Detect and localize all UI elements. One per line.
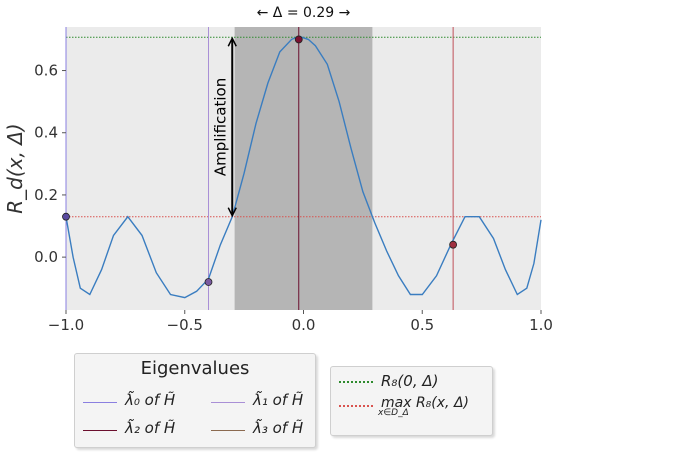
x-tick-label-0: −1.0 bbox=[48, 316, 84, 330]
legend-label-lambda3: λ̃₃ of H̃ bbox=[253, 419, 304, 437]
y-tick-label-0: 0.0 bbox=[34, 248, 58, 266]
y-tick-label-1: 0.2 bbox=[34, 186, 58, 204]
amplification-label: Amplification bbox=[211, 78, 229, 176]
legend-label-max-r8-top: max R₈(x, Δ) bbox=[381, 395, 469, 411]
legend-label-max-r8-bottom: x∈D_Δ bbox=[378, 408, 409, 418]
legend-label-lambda1: λ̃₁ of H̃ bbox=[253, 391, 304, 409]
delta-shaded-region bbox=[234, 27, 373, 310]
y-axis-label: R_d(x, Δ) bbox=[3, 123, 27, 213]
y-tick-label-3: 0.6 bbox=[34, 62, 58, 80]
legend-line-max-r8 bbox=[339, 405, 373, 407]
eigenvalues-legend: Eigenvalues λ̃₀ of H̃ λ̃₁ of H̃ λ̃₂ of H… bbox=[74, 353, 316, 448]
chart-title: ← Δ = 0.29 → bbox=[257, 5, 351, 21]
legend-line-lambda2 bbox=[83, 430, 117, 431]
legend-label-max-r8: max R₈(x, Δ) x∈D_Δ bbox=[378, 395, 469, 418]
legend-label-lambda0: λ̃₀ of H̃ bbox=[125, 391, 176, 409]
amplification-arrowhead-top bbox=[227, 36, 237, 47]
x-tick-label-1: −0.5 bbox=[167, 316, 203, 330]
series-line bbox=[65, 35, 542, 299]
legend-line-lambda0 bbox=[83, 402, 117, 403]
x-tick-label-3: 0.5 bbox=[410, 316, 434, 330]
legend-title: Eigenvalues bbox=[140, 358, 250, 379]
legend-line-lambda3 bbox=[211, 430, 245, 431]
legend-line-lambda1 bbox=[211, 402, 245, 403]
y-tick-label-2: 0.4 bbox=[34, 124, 58, 142]
eigenvalue-marker-3 bbox=[449, 240, 458, 249]
eigenvalue-marker-2 bbox=[294, 35, 303, 44]
legend-label-r8-zero: R₈(0, Δ) bbox=[381, 372, 439, 390]
eigenvalue-marker-0 bbox=[62, 212, 70, 221]
legend-line-r8-zero bbox=[339, 381, 373, 383]
legend-label-lambda2: λ̃₂ of H̃ bbox=[125, 419, 176, 437]
amplification-arrowhead-bottom bbox=[227, 207, 237, 218]
eigenvalue-marker-1 bbox=[204, 278, 213, 286]
x-tick-label-4: 1.0 bbox=[529, 316, 553, 330]
x-tick-label-2: 0.0 bbox=[292, 316, 316, 330]
reference-lines-legend: R₈(0, Δ) max R₈(x, Δ) x∈D_Δ bbox=[330, 366, 493, 436]
chart: Amplification −1.0 −0.5 0.0 0.5 1.0 0.0 0.2 0.… bbox=[3, 5, 553, 330]
